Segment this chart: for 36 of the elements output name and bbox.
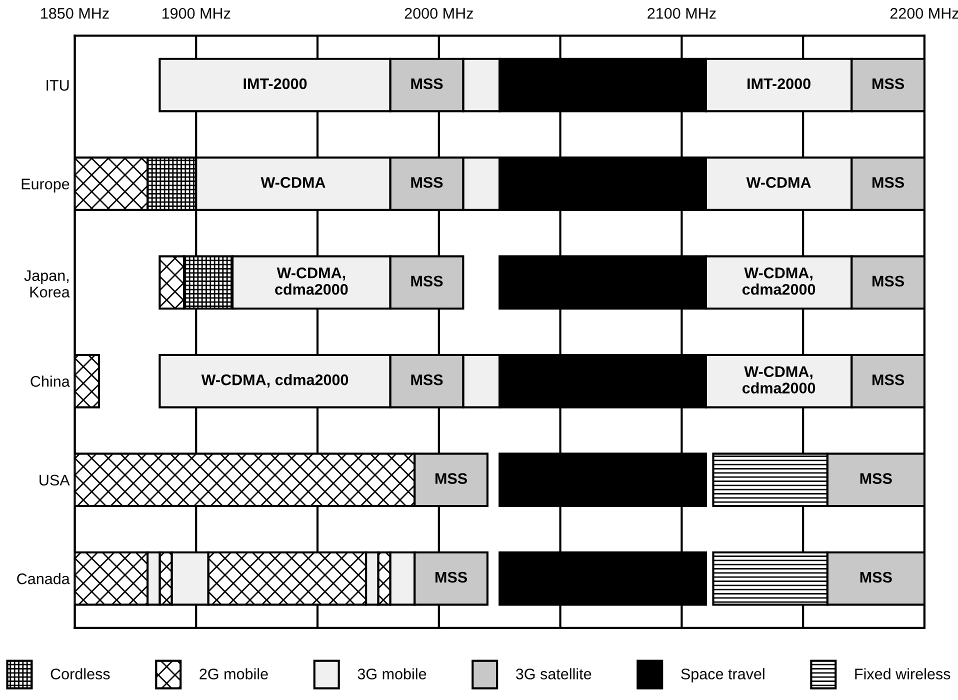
data-label: MSS [411, 177, 443, 188]
x-tick-label: 1850 MHz [41, 8, 109, 19]
data-label: MSS [436, 473, 467, 484]
legend-label: 3G mobile [358, 668, 426, 680]
legend-label: Fixed wireless [855, 668, 950, 680]
y-tick-label: China [30, 376, 70, 387]
data-label: MSS [411, 374, 443, 386]
data-label: IMT-2000 [748, 78, 810, 90]
x-tick-label: 1900 MHz [162, 8, 230, 19]
data-label: W-CDMA [260, 177, 326, 188]
data-label: W-CDMA [746, 177, 811, 188]
x-tick-label: 2100 MHz [648, 8, 716, 19]
data-label: MSS [872, 276, 904, 287]
legend-label: Cordless [50, 668, 110, 680]
data-label: MSS [872, 78, 904, 90]
data-label: W-CDMA, cdma2000 [275, 268, 348, 295]
legend-label: 2G mobile [200, 668, 268, 680]
data-label: MSS [411, 78, 443, 90]
y-tick-label: Japan, Korea [24, 270, 70, 298]
data-label: MSS [872, 374, 904, 386]
data-label: MSS [860, 572, 892, 583]
data-label: W-CDMA, cdma2000 [742, 366, 816, 394]
data-label: MSS [872, 177, 904, 188]
data-label: IMT-2000 [244, 78, 307, 90]
y-tick-label: ITU [46, 80, 69, 91]
data-label: W-CDMA, cdma2000 [742, 268, 816, 295]
y-tick-label: Europe [22, 178, 70, 192]
data-label: MSS [436, 572, 467, 583]
y-tick-label: USA [40, 474, 70, 486]
legend-label: Space travel [681, 668, 764, 682]
legend-label: 3G satellite [516, 668, 592, 680]
x-tick-label: 2000 MHz [404, 8, 473, 19]
y-tick-label: Canada [17, 573, 70, 584]
data-label: MSS [411, 276, 443, 287]
data-label: W-CDMA, cdma2000 [201, 374, 348, 388]
data-label: MSS [860, 473, 892, 484]
